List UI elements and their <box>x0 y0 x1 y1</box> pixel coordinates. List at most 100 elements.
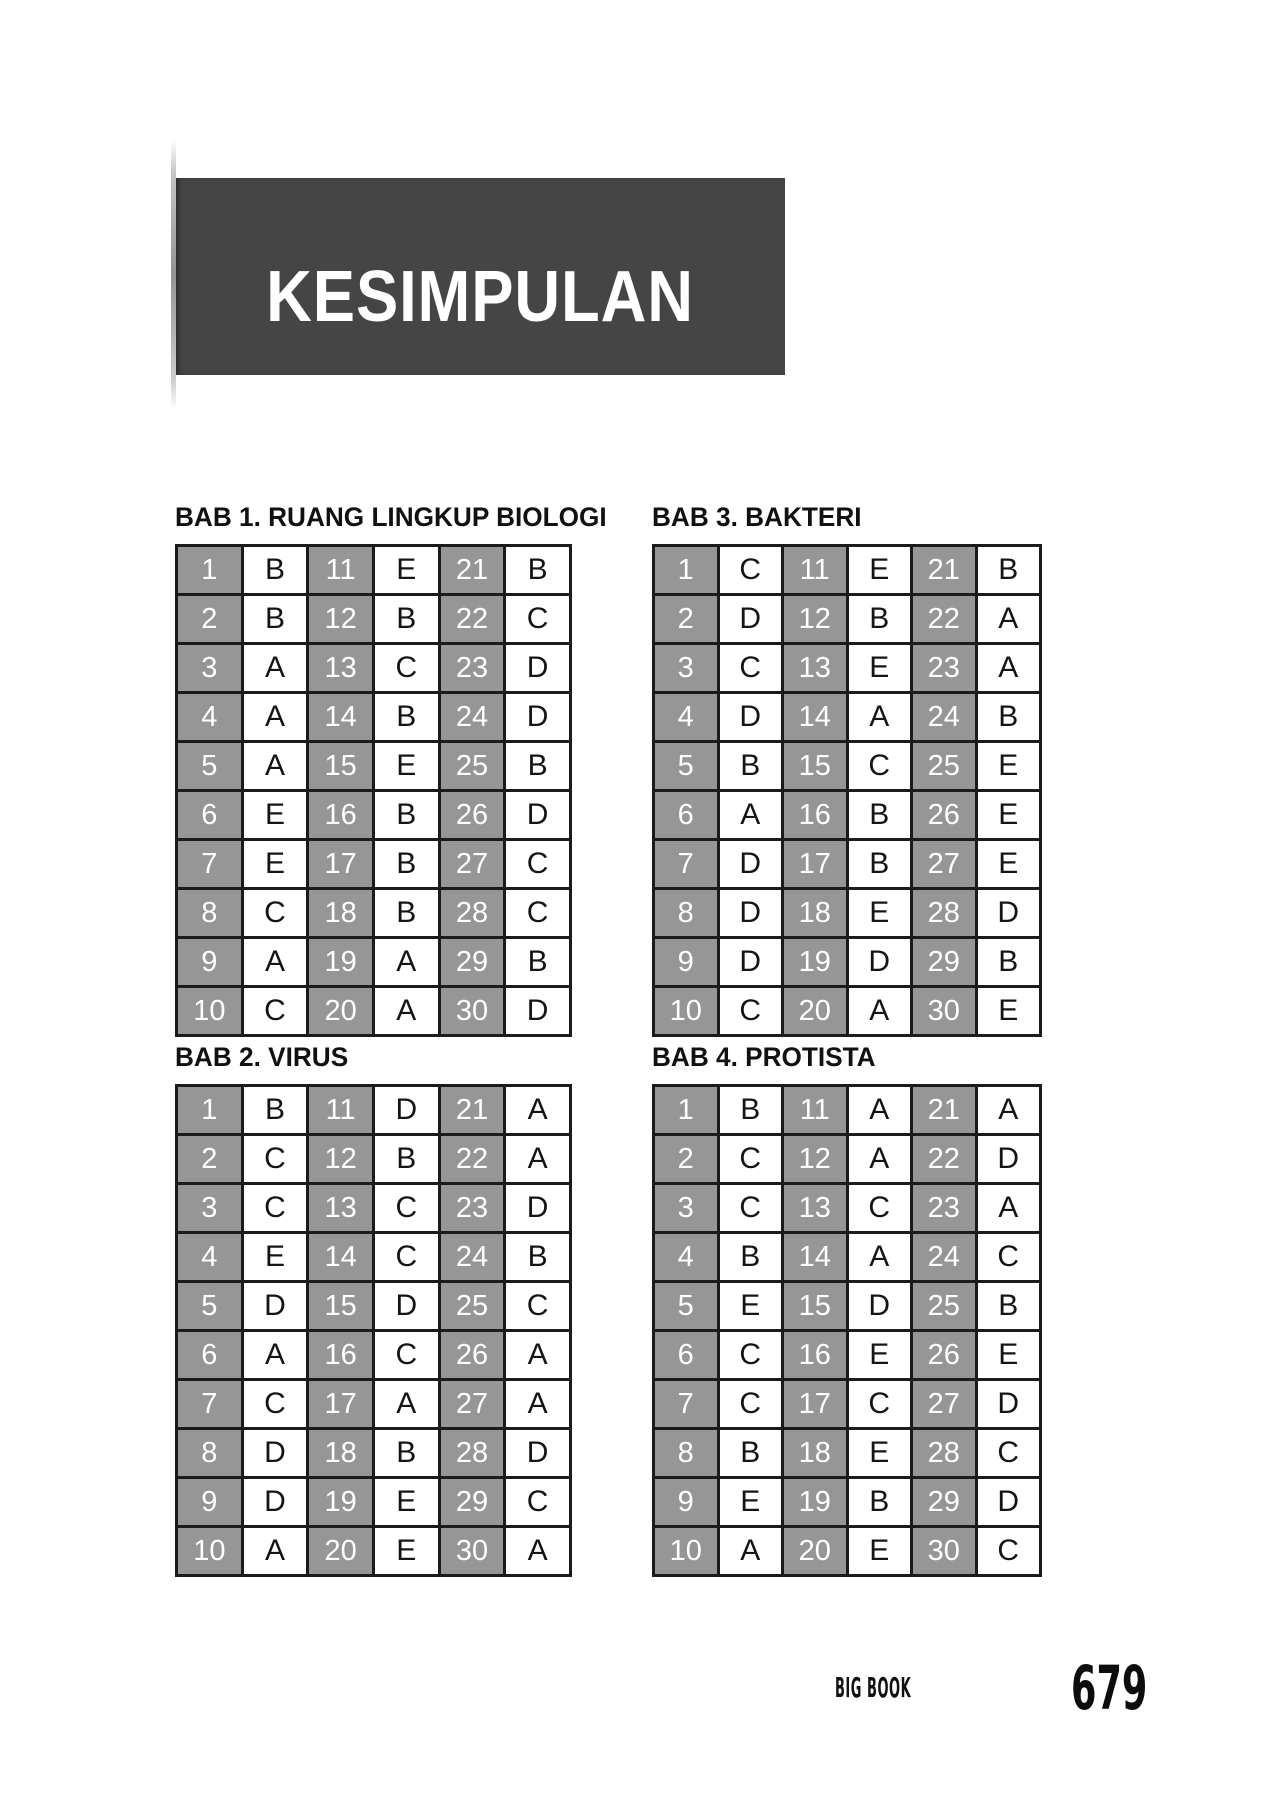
question-number-cell: 29 <box>437 1476 507 1528</box>
question-number-cell: 9 <box>652 936 720 988</box>
answer-letter-cell: C <box>503 887 572 939</box>
answer-letter-cell: B <box>240 593 310 645</box>
answer-letter-cell: D <box>845 1280 913 1332</box>
answer-letter-cell: E <box>974 1329 1042 1381</box>
answer-letter-cell: D <box>371 1280 441 1332</box>
question-number-cell: 17 <box>781 1378 849 1430</box>
question-number-cell: 28 <box>910 1427 978 1479</box>
question-number-cell: 12 <box>781 1133 849 1185</box>
question-number-cell: 19 <box>306 1476 375 1528</box>
answer-row: 7 C 17 C 27 D <box>652 1378 1042 1430</box>
answer-letter-cell: E <box>240 1231 310 1283</box>
question-number-cell: 25 <box>910 740 978 792</box>
question-number-cell: 22 <box>910 1133 978 1185</box>
question-number-cell: 11 <box>781 1084 849 1136</box>
answer-key-title-bab3: BAB 3. BAKTERI <box>652 502 862 532</box>
answer-letter-cell: C <box>371 1231 441 1283</box>
answer-letter-cell: A <box>845 691 913 743</box>
question-number-cell: 13 <box>781 1182 849 1234</box>
answer-letter-cell: E <box>716 1476 784 1528</box>
question-number-cell: 21 <box>437 544 507 596</box>
answer-letter-cell: D <box>371 1084 441 1136</box>
question-number-cell: 17 <box>306 838 375 890</box>
chapter-banner: KESIMPULAN <box>176 178 785 375</box>
answer-letter-cell: D <box>974 1378 1042 1430</box>
question-number-cell: 3 <box>652 1182 720 1234</box>
question-number-cell: 15 <box>781 740 849 792</box>
answer-letter-cell: E <box>716 1280 784 1332</box>
answer-key-table-bab3: 1 C 11 E 21 B 2 D 12 B 22 A 3 C 13 E 23 A 4 D 14 A 24 B 5 B 15 C 25 E… <box>652 544 1042 1037</box>
question-number-cell: 26 <box>910 789 978 841</box>
answer-row: 4 E 14 C 24 B <box>175 1231 572 1283</box>
answer-letter-cell: C <box>371 1182 441 1234</box>
answer-letter-cell: C <box>503 593 572 645</box>
answer-row: 5 B 15 C 25 E <box>652 740 1042 792</box>
answer-key-bab3: BAB 3. BAKTERI 1 C 11 E 21 B 2 D 12 B 22 A 3 C 13 E 23 A 4… <box>652 501 1042 1037</box>
answer-letter-cell: B <box>716 1231 784 1283</box>
answer-letter-cell: C <box>240 887 310 939</box>
answer-letter-cell: A <box>240 740 310 792</box>
question-number-cell: 19 <box>781 936 849 988</box>
answer-letter-cell: E <box>845 1427 913 1479</box>
answer-letter-cell: C <box>974 1427 1042 1479</box>
question-number-cell: 12 <box>306 593 375 645</box>
answer-row: 6 E 16 B 26 D <box>175 789 572 841</box>
question-number-cell: 29 <box>910 936 978 988</box>
answer-letter-cell: B <box>974 1280 1042 1332</box>
answer-letter-cell: D <box>503 691 572 743</box>
question-number-cell: 12 <box>781 593 849 645</box>
answer-row: 6 A 16 B 26 E <box>652 789 1042 841</box>
answer-letter-cell: B <box>371 789 441 841</box>
question-number-cell: 2 <box>175 1133 244 1185</box>
answer-letter-cell: B <box>503 740 572 792</box>
question-number-cell: 20 <box>781 985 849 1037</box>
answer-letter-cell: C <box>716 985 784 1037</box>
question-number-cell: 13 <box>781 642 849 694</box>
question-number-cell: 9 <box>652 1476 720 1528</box>
answer-letter-cell: A <box>503 1329 572 1381</box>
question-number-cell: 17 <box>781 838 849 890</box>
answer-letter-cell: D <box>240 1476 310 1528</box>
answer-letter-cell: D <box>503 1182 572 1234</box>
question-number-cell: 7 <box>175 1378 244 1430</box>
publisher-logo: BIG BOOK <box>835 1671 912 1704</box>
answer-row: 7 D 17 B 27 E <box>652 838 1042 890</box>
question-number-cell: 16 <box>781 1329 849 1381</box>
answer-letter-cell: D <box>716 593 784 645</box>
question-number-cell: 28 <box>437 887 507 939</box>
answer-letter-cell: A <box>371 1378 441 1430</box>
answer-row: 4 D 14 A 24 B <box>652 691 1042 743</box>
question-number-cell: 21 <box>437 1084 507 1136</box>
answer-row: 10 C 20 A 30 D <box>175 985 572 1037</box>
answer-row: 2 C 12 B 22 A <box>175 1133 572 1185</box>
question-number-cell: 4 <box>175 691 244 743</box>
question-number-cell: 21 <box>910 1084 978 1136</box>
answer-letter-cell: C <box>716 1182 784 1234</box>
question-number-cell: 7 <box>652 1378 720 1430</box>
question-number-cell: 9 <box>175 1476 244 1528</box>
question-number-cell: 1 <box>652 544 720 596</box>
answer-row: 2 D 12 B 22 A <box>652 593 1042 645</box>
question-number-cell: 4 <box>175 1231 244 1283</box>
answer-row: 6 A 16 C 26 A <box>175 1329 572 1381</box>
question-number-cell: 22 <box>437 593 507 645</box>
answer-letter-cell: A <box>974 1084 1042 1136</box>
question-number-cell: 14 <box>306 1231 375 1283</box>
answer-letter-cell: B <box>845 593 913 645</box>
question-number-cell: 24 <box>437 1231 507 1283</box>
question-number-cell: 25 <box>437 740 507 792</box>
answer-letter-cell: E <box>974 740 1042 792</box>
answer-letter-cell: C <box>371 1329 441 1381</box>
question-number-cell: 27 <box>437 1378 507 1430</box>
question-number-cell: 22 <box>437 1133 507 1185</box>
answer-row: 1 C 11 E 21 B <box>652 544 1042 596</box>
answer-row: 3 C 13 C 23 D <box>175 1182 572 1234</box>
question-number-cell: 18 <box>781 1427 849 1479</box>
question-number-cell: 19 <box>306 936 375 988</box>
answer-row: 9 E 19 B 29 D <box>652 1476 1042 1528</box>
question-number-cell: 24 <box>910 1231 978 1283</box>
question-number-cell: 30 <box>437 1525 507 1577</box>
answer-letter-cell: D <box>974 1133 1042 1185</box>
question-number-cell: 27 <box>437 838 507 890</box>
